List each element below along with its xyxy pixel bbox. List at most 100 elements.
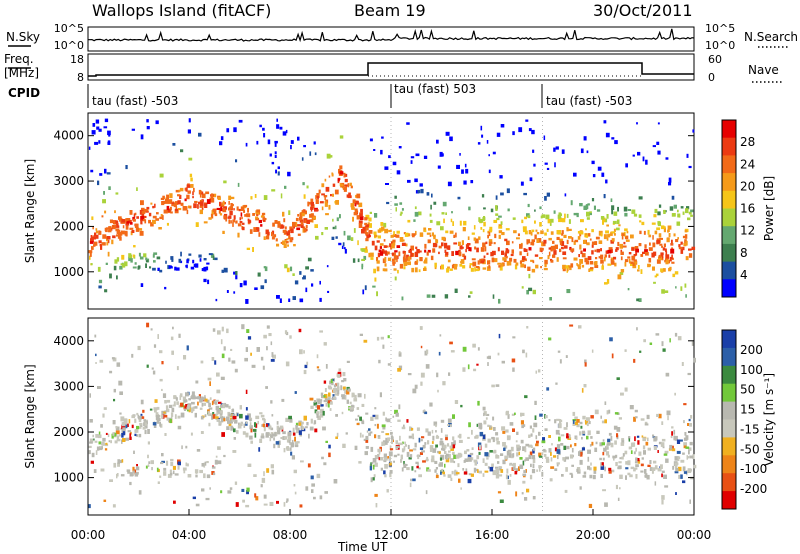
data-cell [431, 232, 434, 236]
data-cell [401, 467, 404, 472]
data-cell [121, 254, 125, 260]
data-cell [607, 454, 610, 458]
data-cell [342, 372, 346, 377]
data-cell [398, 365, 403, 371]
data-cell [152, 422, 157, 426]
data-cell [133, 213, 136, 218]
data-cell [224, 402, 227, 407]
data-cell [194, 396, 199, 400]
data-cell [349, 407, 353, 410]
data-cell [582, 475, 587, 478]
colorbar-tick-label: 20 [740, 179, 755, 193]
data-cell [403, 266, 406, 270]
data-cell [667, 229, 670, 232]
data-cell [658, 413, 662, 419]
data-cell [435, 238, 438, 243]
data-cell [294, 436, 296, 442]
data-cell [682, 235, 687, 239]
data-cell [168, 404, 173, 408]
data-cell [605, 230, 609, 234]
data-cell [482, 267, 487, 270]
data-cell [121, 433, 124, 438]
data-cell [490, 251, 494, 257]
data-cell [284, 239, 287, 243]
data-cell [299, 212, 303, 218]
data-cell [603, 120, 607, 124]
data-cell [223, 346, 226, 351]
data-cell [386, 489, 389, 493]
data-cell [438, 351, 441, 356]
data-cell [575, 421, 579, 426]
data-cell [171, 416, 173, 420]
data-cell [211, 357, 215, 361]
data-cell [404, 232, 409, 237]
data-cell [450, 477, 453, 481]
data-cell [407, 219, 411, 223]
data-cell [495, 455, 500, 459]
data-cell [613, 233, 616, 236]
data-cell [314, 152, 317, 156]
data-cell [549, 221, 552, 226]
data-cell [505, 228, 510, 231]
data-cell [663, 209, 666, 214]
data-cell [390, 245, 393, 250]
data-cell [659, 243, 663, 246]
data-cell [521, 425, 524, 429]
data-cell [419, 447, 424, 450]
data-cell [289, 442, 292, 445]
data-cell [131, 424, 134, 429]
data-cell [177, 208, 182, 211]
data-cell [429, 219, 433, 223]
data-cell [310, 418, 313, 424]
data-cell [146, 322, 150, 328]
data-cell [234, 419, 238, 424]
data-cell [384, 442, 388, 445]
data-cell [579, 451, 583, 457]
data-cell [638, 451, 642, 456]
data-cell [163, 471, 167, 476]
data-cell [441, 236, 446, 241]
data-cell [132, 466, 135, 472]
data-cell [424, 442, 427, 445]
data-cell [113, 220, 116, 224]
data-cell [331, 172, 334, 175]
data-cell [353, 212, 357, 216]
data-cell [212, 414, 216, 419]
data-cell [472, 343, 476, 348]
data-cell [344, 390, 347, 394]
data-cell [550, 218, 554, 223]
data-cell [624, 232, 626, 237]
data-cell [660, 252, 664, 256]
data-cell [674, 456, 679, 461]
data-cell [633, 254, 636, 257]
data-cell [448, 450, 451, 453]
data-cell [165, 260, 167, 264]
data-cell [689, 441, 693, 446]
data-cell [210, 253, 215, 258]
data-cell [354, 203, 357, 207]
data-cell [466, 449, 470, 452]
data-cell [155, 415, 160, 420]
data-cell [412, 448, 417, 451]
data-cell [632, 154, 635, 157]
data-cell [566, 213, 569, 218]
data-cell [634, 436, 636, 442]
data-cell [116, 438, 121, 442]
data-cell [668, 233, 671, 238]
data-cell [683, 403, 687, 406]
data-cell [587, 256, 592, 261]
data-cell [663, 226, 666, 229]
data-cell [137, 472, 139, 475]
data-cell [473, 225, 476, 230]
data-cell [174, 473, 179, 476]
data-cell [99, 446, 102, 449]
data-cell [505, 255, 508, 259]
data-cell [600, 232, 603, 237]
data-cell [309, 397, 314, 401]
data-cell [459, 153, 461, 156]
data-cell [253, 474, 257, 477]
colorbar-segment [722, 491, 736, 510]
data-cell [433, 201, 437, 205]
noise-left-tick-bottom: 10^0 [54, 39, 84, 52]
data-cell [685, 435, 689, 440]
